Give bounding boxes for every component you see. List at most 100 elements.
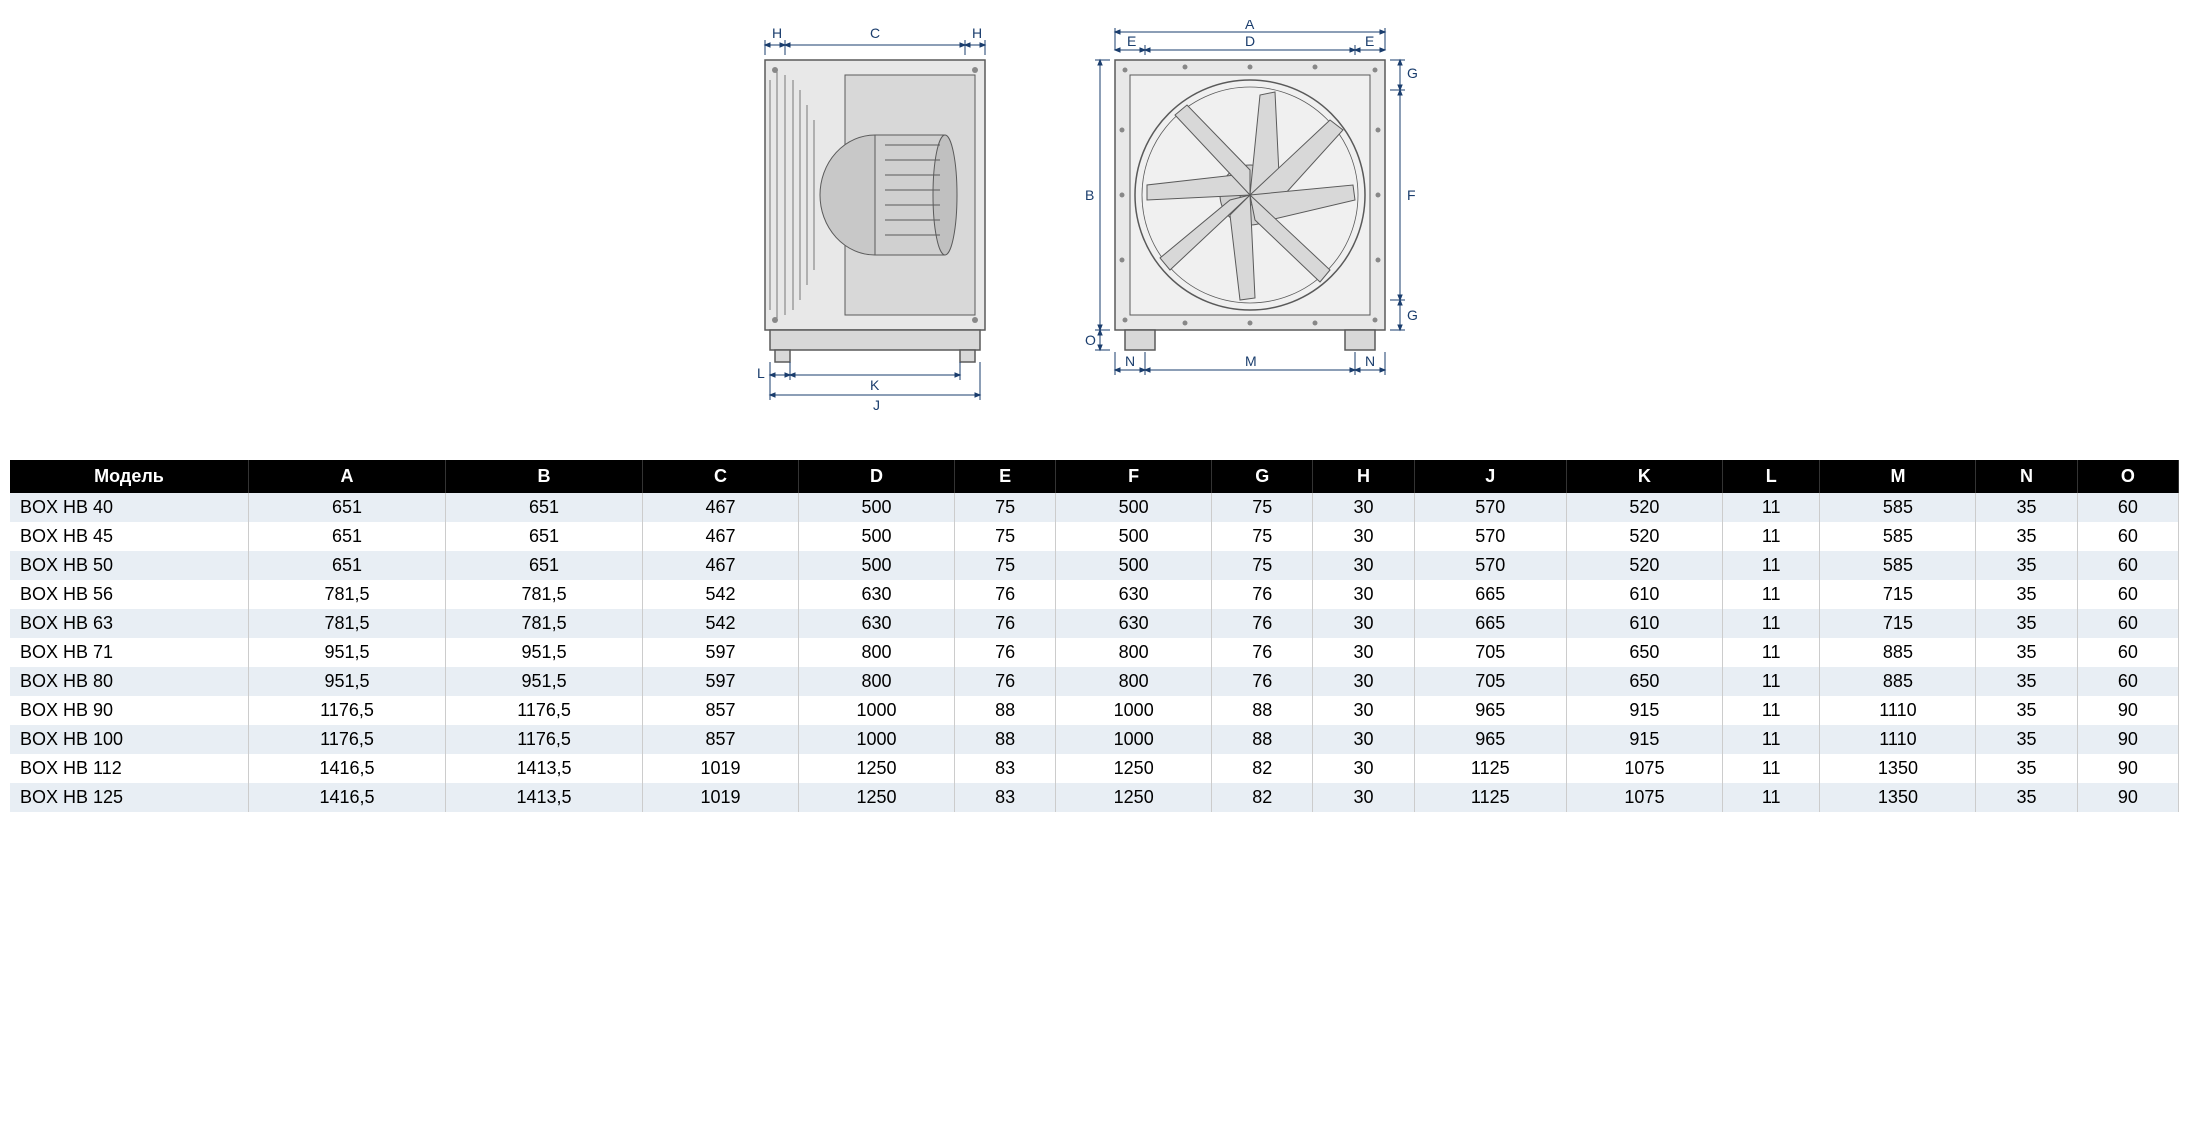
value-cell: 651 xyxy=(446,493,643,522)
value-cell: 76 xyxy=(1212,667,1313,696)
value-cell: 30 xyxy=(1313,522,1414,551)
value-cell: 520 xyxy=(1566,551,1722,580)
dim-n-right: N xyxy=(1365,353,1375,369)
table-row: BOX HB 56781,5781,5542630766307630665610… xyxy=(10,580,2179,609)
dim-g-bot: G xyxy=(1407,307,1418,323)
value-cell: 88 xyxy=(954,725,1055,754)
value-cell: 30 xyxy=(1313,493,1414,522)
value-cell: 1176,5 xyxy=(249,725,446,754)
value-cell: 467 xyxy=(643,493,799,522)
value-cell: 1110 xyxy=(1820,696,1976,725)
col-header-7: G xyxy=(1212,460,1313,493)
model-cell: BOX HB 45 xyxy=(10,522,249,551)
dim-h-right: H xyxy=(972,25,982,41)
value-cell: 35 xyxy=(1976,754,2077,783)
value-cell: 705 xyxy=(1414,638,1566,667)
value-cell: 1176,5 xyxy=(249,696,446,725)
col-header-2: B xyxy=(446,460,643,493)
value-cell: 570 xyxy=(1414,493,1566,522)
value-cell: 60 xyxy=(2077,493,2178,522)
value-cell: 35 xyxy=(1976,667,2077,696)
dim-a: A xyxy=(1245,20,1255,32)
value-cell: 500 xyxy=(1056,551,1212,580)
value-cell: 1110 xyxy=(1820,725,1976,754)
value-cell: 1176,5 xyxy=(446,696,643,725)
value-cell: 800 xyxy=(1056,638,1212,667)
value-cell: 781,5 xyxy=(446,609,643,638)
value-cell: 1176,5 xyxy=(446,725,643,754)
value-cell: 11 xyxy=(1722,609,1820,638)
col-header-6: F xyxy=(1056,460,1212,493)
value-cell: 500 xyxy=(1056,522,1212,551)
table-row: BOX HB 1251416,51413,5101912508312508230… xyxy=(10,783,2179,812)
model-cell: BOX HB 40 xyxy=(10,493,249,522)
value-cell: 11 xyxy=(1722,783,1820,812)
dim-n-left: N xyxy=(1125,353,1135,369)
value-cell: 650 xyxy=(1566,638,1722,667)
dim-d: D xyxy=(1245,33,1255,49)
side-view-diagram: H C H xyxy=(715,20,1035,420)
value-cell: 781,5 xyxy=(249,609,446,638)
value-cell: 610 xyxy=(1566,609,1722,638)
front-view-diagram: A E D E xyxy=(1075,20,1475,420)
table-body: BOX HB 406516514675007550075305705201158… xyxy=(10,493,2179,812)
value-cell: 88 xyxy=(954,696,1055,725)
value-cell: 651 xyxy=(249,551,446,580)
value-cell: 35 xyxy=(1976,522,2077,551)
value-cell: 885 xyxy=(1820,667,1976,696)
dim-h-left: H xyxy=(772,25,782,41)
value-cell: 60 xyxy=(2077,609,2178,638)
table-row: BOX HB 456516514675007550075305705201158… xyxy=(10,522,2179,551)
value-cell: 1416,5 xyxy=(249,754,446,783)
value-cell: 1250 xyxy=(1056,783,1212,812)
model-cell: BOX HB 50 xyxy=(10,551,249,580)
col-header-4: D xyxy=(799,460,955,493)
model-cell: BOX HB 90 xyxy=(10,696,249,725)
dim-k: K xyxy=(870,377,880,393)
value-cell: 11 xyxy=(1722,754,1820,783)
col-header-8: H xyxy=(1313,460,1414,493)
col-header-11: L xyxy=(1722,460,1820,493)
value-cell: 11 xyxy=(1722,638,1820,667)
value-cell: 585 xyxy=(1820,551,1976,580)
value-cell: 75 xyxy=(954,522,1055,551)
value-cell: 781,5 xyxy=(446,580,643,609)
value-cell: 965 xyxy=(1414,725,1566,754)
value-cell: 651 xyxy=(446,522,643,551)
value-cell: 1125 xyxy=(1414,754,1566,783)
value-cell: 1250 xyxy=(1056,754,1212,783)
value-cell: 76 xyxy=(954,580,1055,609)
model-cell: BOX HB 71 xyxy=(10,638,249,667)
col-header-3: C xyxy=(643,460,799,493)
value-cell: 500 xyxy=(799,522,955,551)
value-cell: 76 xyxy=(954,667,1055,696)
value-cell: 30 xyxy=(1313,696,1414,725)
value-cell: 585 xyxy=(1820,493,1976,522)
value-cell: 630 xyxy=(1056,580,1212,609)
value-cell: 11 xyxy=(1722,696,1820,725)
value-cell: 60 xyxy=(2077,667,2178,696)
value-cell: 1000 xyxy=(799,696,955,725)
value-cell: 1000 xyxy=(1056,696,1212,725)
dim-c: C xyxy=(870,25,880,41)
value-cell: 915 xyxy=(1566,725,1722,754)
value-cell: 542 xyxy=(643,609,799,638)
value-cell: 90 xyxy=(2077,725,2178,754)
value-cell: 597 xyxy=(643,638,799,667)
value-cell: 951,5 xyxy=(446,638,643,667)
diagrams-row: H C H xyxy=(10,10,2179,430)
value-cell: 857 xyxy=(643,696,799,725)
dim-o: O xyxy=(1085,332,1096,348)
value-cell: 885 xyxy=(1820,638,1976,667)
value-cell: 30 xyxy=(1313,551,1414,580)
value-cell: 60 xyxy=(2077,638,2178,667)
value-cell: 715 xyxy=(1820,609,1976,638)
table-row: BOX HB 406516514675007550075305705201158… xyxy=(10,493,2179,522)
value-cell: 1250 xyxy=(799,783,955,812)
value-cell: 1000 xyxy=(1056,725,1212,754)
value-cell: 715 xyxy=(1820,580,1976,609)
page-container: H C H xyxy=(10,10,2179,812)
value-cell: 35 xyxy=(1976,725,2077,754)
value-cell: 651 xyxy=(249,493,446,522)
value-cell: 75 xyxy=(1212,522,1313,551)
